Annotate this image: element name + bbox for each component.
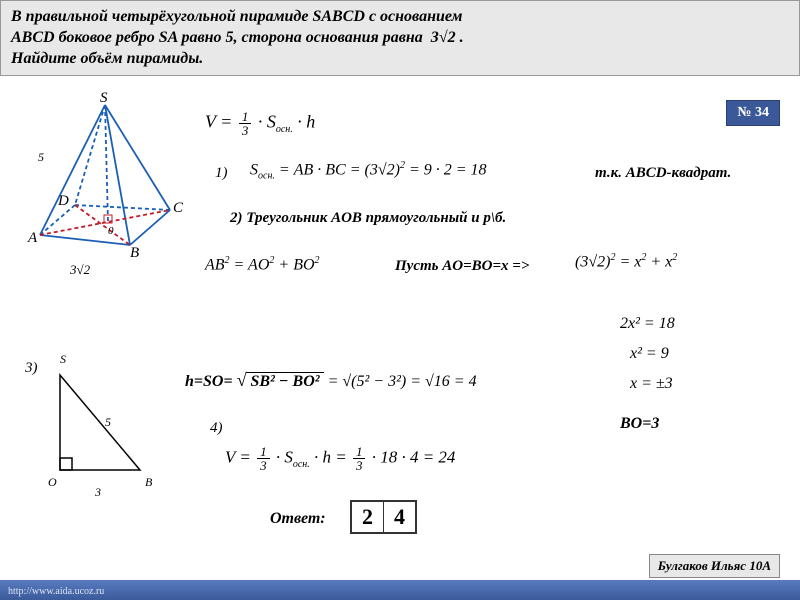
s1-sub: осн.	[258, 171, 275, 182]
ans-d2: 4	[384, 502, 415, 532]
S-part: · S	[258, 112, 276, 132]
volume-formula: V = 13 · Sосн. · h	[205, 110, 315, 137]
label-D: D	[58, 193, 69, 210]
frac-1: 1	[239, 110, 252, 124]
problem-line1: В правильной четырёхугольной пирамиде SA…	[11, 8, 463, 25]
sq6: 2	[672, 252, 677, 263]
s4h: · h =	[314, 447, 347, 466]
abcd-note: т.к. ABCD-квадрат.	[595, 165, 731, 182]
sq4: 2	[610, 252, 615, 263]
eqx: = x	[619, 253, 641, 270]
s1-sq: 2	[400, 160, 405, 171]
V4: V =	[225, 447, 251, 466]
plusx: + x	[650, 253, 672, 270]
tri-B: B	[145, 475, 152, 490]
expr32: (3√2)	[575, 253, 610, 270]
f4d2: 3	[353, 459, 366, 472]
f4n2: 1	[353, 445, 366, 459]
sq2: 2	[269, 255, 274, 266]
sq5: 2	[641, 252, 646, 263]
step2-row: 2) Треугольник AOB прямоугольный и р\б.	[230, 210, 506, 227]
h-part: · h	[297, 112, 315, 132]
edge-sa-5: 5	[38, 150, 44, 165]
footer-bar	[0, 580, 800, 600]
step2-label: 2)	[230, 210, 243, 226]
tri-O: O	[48, 475, 57, 490]
f4d: 3	[257, 459, 270, 472]
step4-calc: V = 13 · Sосн. · h = 13 · 18 · 4 = 24	[225, 445, 455, 472]
pyramid-diagram	[20, 95, 190, 265]
BO: + BO	[278, 256, 314, 273]
step1-calc: Sосн. = AB · BC = (3√2)2 = 9 · 2 = 18	[250, 160, 487, 182]
rad1: SB² − BO²	[246, 372, 323, 391]
label-S: S	[100, 90, 108, 107]
s4S: · S	[276, 447, 293, 466]
answer-label: Ответ:	[270, 510, 326, 528]
step3-h: h=SO= SB² − BO² = √(5² − 3²) = √16 = 4	[185, 370, 477, 391]
AO: = AO	[234, 256, 270, 273]
label-B: B	[130, 245, 139, 262]
tri-5: 5	[105, 415, 111, 430]
tri-S: S	[60, 352, 66, 367]
step1-label: 1)	[215, 165, 228, 182]
let-x: Пусть AO=BO=x =>	[395, 258, 529, 275]
sys3: x = ±3	[630, 375, 673, 393]
subst: (3√2)2 = x2 + x2	[575, 252, 677, 271]
ans-d1: 2	[352, 502, 384, 532]
base-label: 3√2	[70, 262, 90, 278]
sys2: x² = 9	[630, 345, 669, 363]
label-A: A	[28, 230, 37, 247]
hso: h=SO=	[185, 373, 233, 390]
step3-label: 3)	[25, 360, 38, 377]
s4sub: осн.	[293, 459, 310, 470]
f4n: 1	[257, 445, 270, 459]
step3-calc: = √(5² − 3²) = √16 = 4	[328, 373, 477, 390]
V-eq: V =	[205, 112, 232, 132]
step2-text: Треугольник AOB прямоугольный и р\б.	[246, 210, 506, 226]
label-C: C	[173, 200, 183, 217]
s1-eq: = AB · BC = (3√2)	[279, 161, 400, 178]
problem-statement: В правильной четырёхугольной пирамиде SA…	[0, 0, 800, 76]
footer-url: http://www.aida.ucoz.ru	[8, 586, 104, 597]
sq3: 2	[315, 255, 320, 266]
s1-S: S	[250, 161, 258, 178]
step4-label: 4)	[210, 420, 223, 437]
s1-res: = 9 · 2 = 18	[409, 161, 487, 178]
tri-3: 3	[95, 485, 101, 500]
pyth-formula: AB2 = AO2 + BO2	[205, 255, 320, 274]
frac-3: 3	[239, 124, 252, 137]
s4calc: · 18 · 4 = 24	[372, 447, 456, 466]
BO3: BO=3	[620, 415, 659, 433]
sub-osn: осн.	[276, 124, 293, 135]
problem-line2: ABCD боковое ребро SA равно 5, сторона о…	[11, 29, 423, 46]
problem-number-badge: № 34	[726, 100, 780, 126]
problem-line3: Найдите объём пирамиды.	[11, 50, 203, 67]
sq1: 2	[225, 255, 230, 266]
AB: AB	[205, 256, 225, 273]
problem-given-side: 3√2	[431, 29, 456, 46]
answer-box: 2 4	[350, 500, 417, 534]
label-O: 0	[108, 225, 114, 237]
author-credit: Булгаков Ильяс 10А	[649, 554, 780, 578]
sys1: 2x² = 18	[620, 315, 675, 333]
